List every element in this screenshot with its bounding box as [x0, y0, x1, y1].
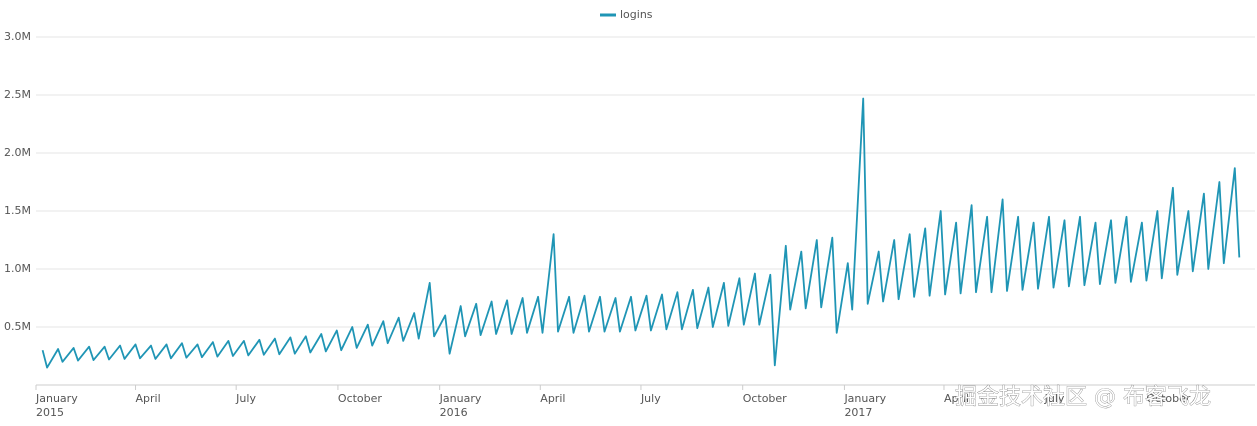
x-tick-label: July [235, 392, 256, 405]
x-tick-label: January [843, 392, 886, 405]
y-tick-label: 3.0M [4, 30, 31, 43]
legend-label: logins [620, 8, 653, 21]
x-tick-label: January [35, 392, 78, 405]
y-tick-label: 2.0M [4, 146, 31, 159]
x-tick-label: July [1044, 392, 1065, 405]
x-tick-label: January [439, 392, 482, 405]
x-tick-label: October [338, 392, 382, 405]
x-tick-label: October [743, 392, 787, 405]
x-tick-year: 2015 [36, 406, 64, 419]
y-tick-label: 1.5M [4, 204, 31, 217]
x-tick-year: 2017 [844, 406, 872, 419]
x-tick-label: October [1146, 392, 1190, 405]
line [41, 97, 1241, 369]
x-tick-label: July [640, 392, 661, 405]
y-tick-label: 0.5M [4, 320, 31, 333]
y-tick-label: 1.0M [4, 262, 31, 275]
watermark: 掘金技术社区 @ 布客飞龙 [955, 385, 1211, 410]
x-tick-label: April [944, 392, 969, 405]
y-tick-label: 2.5M [4, 88, 31, 101]
x-tick-label: April [540, 392, 565, 405]
x-tick-year: 2016 [440, 406, 468, 419]
x-tick-label: April [136, 392, 161, 405]
